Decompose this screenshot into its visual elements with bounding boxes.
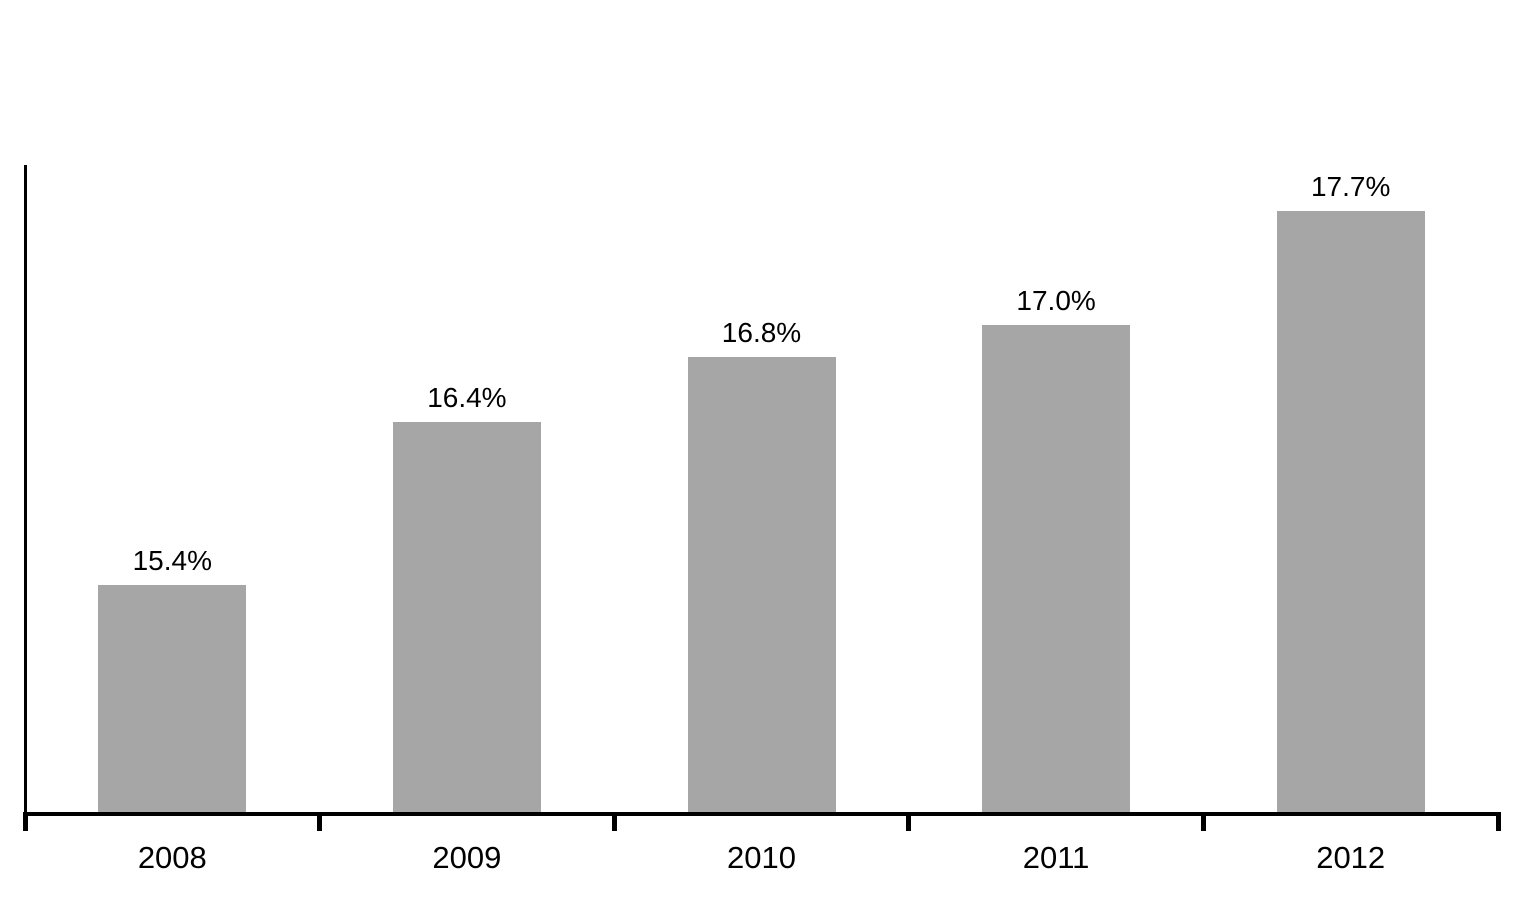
x-axis-tick-label: 2009 xyxy=(432,840,502,875)
bar-value-label: 15.4% xyxy=(132,544,212,576)
bar-2011 xyxy=(982,324,1131,812)
bar-value-label: 16.4% xyxy=(427,382,507,413)
x-axis-tick-label: 2010 xyxy=(727,840,796,875)
y-axis-line xyxy=(24,165,27,814)
x-axis-tick-mark xyxy=(611,812,617,831)
bar-2008 xyxy=(98,584,247,812)
x-axis-tick-mark xyxy=(317,812,323,831)
bar-2009 xyxy=(392,422,541,812)
x-axis-tick-label: 2008 xyxy=(137,840,207,875)
x-axis-tick-label: 2011 xyxy=(1022,840,1090,875)
x-axis-tick-label: 2012 xyxy=(1316,840,1386,875)
bar-2010 xyxy=(687,357,836,812)
x-axis-tick-mark xyxy=(22,812,28,831)
x-axis-tick-mark xyxy=(906,812,912,831)
bar-value-label: 17.0% xyxy=(1016,284,1096,316)
bar-2012 xyxy=(1276,210,1425,812)
bar-value-label: 16.8% xyxy=(721,317,802,348)
bar-value-label: 17.7% xyxy=(1310,170,1391,202)
x-axis-tick-mark xyxy=(1495,812,1501,831)
x-axis-tick-mark xyxy=(1200,812,1206,831)
x-axis-line xyxy=(24,812,1501,816)
